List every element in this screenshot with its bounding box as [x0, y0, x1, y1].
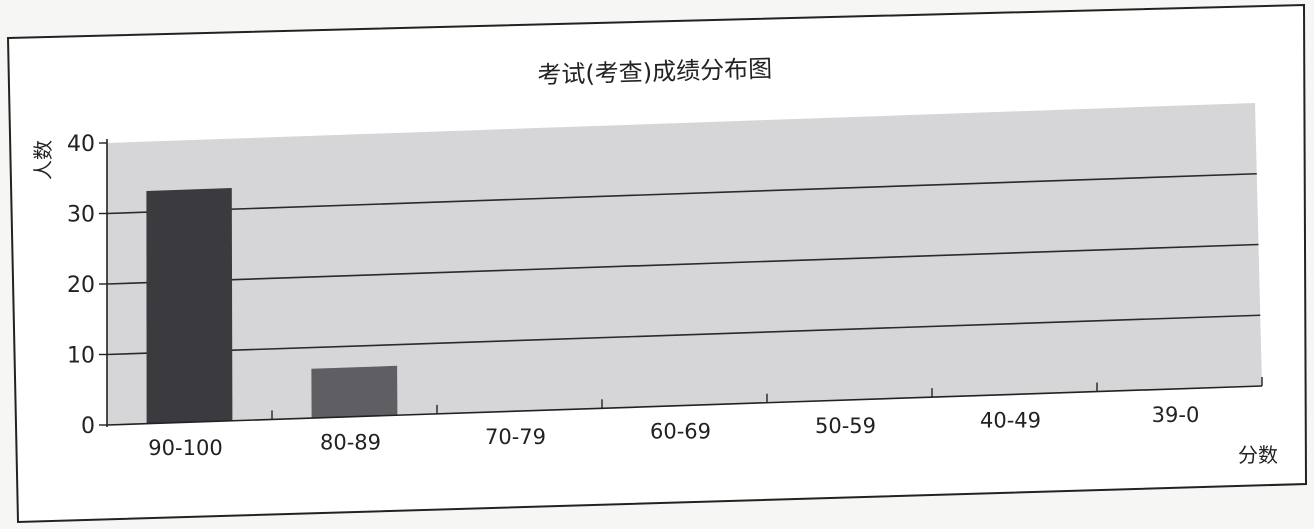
y-tick-labels: 0 10 20 30 40 [67, 132, 95, 439]
x-tick-label: 70-79 [485, 425, 546, 449]
gridline-30 [106, 172, 1257, 215]
x-tick-label: 90-100 [148, 436, 222, 460]
y-tick-label: 30 [67, 203, 95, 228]
axes [99, 139, 1263, 427]
bar-80-89 [311, 365, 398, 419]
x-axis-label: 分数 [1238, 443, 1278, 467]
gridline-20 [106, 243, 1259, 285]
x-tick-label: 39-0 [1152, 403, 1200, 427]
y-tick-label: 0 [81, 414, 95, 439]
y-tick-label: 10 [67, 344, 95, 369]
x-tick-label: 80-89 [320, 431, 381, 455]
y-tick-label: 20 [67, 273, 95, 298]
chart-title: 考试(考查)成绩分布图 [537, 55, 772, 90]
bars [146, 188, 398, 424]
x-tick-labels: 90-100 80-89 70-79 60-69 50-59 40-49 39-0 [148, 403, 1199, 460]
bar-90-100 [146, 188, 233, 424]
x-tick-label: 50-59 [815, 414, 876, 438]
x-tick-label: 40-49 [980, 408, 1041, 432]
gridline-10 [106, 314, 1261, 356]
x-tick-label: 60-69 [650, 420, 711, 444]
y-axis-label: 人数 [31, 140, 55, 180]
x-axis-line [106, 385, 1263, 426]
grid-lines [106, 172, 1261, 356]
y-tick-label: 40 [67, 132, 95, 157]
